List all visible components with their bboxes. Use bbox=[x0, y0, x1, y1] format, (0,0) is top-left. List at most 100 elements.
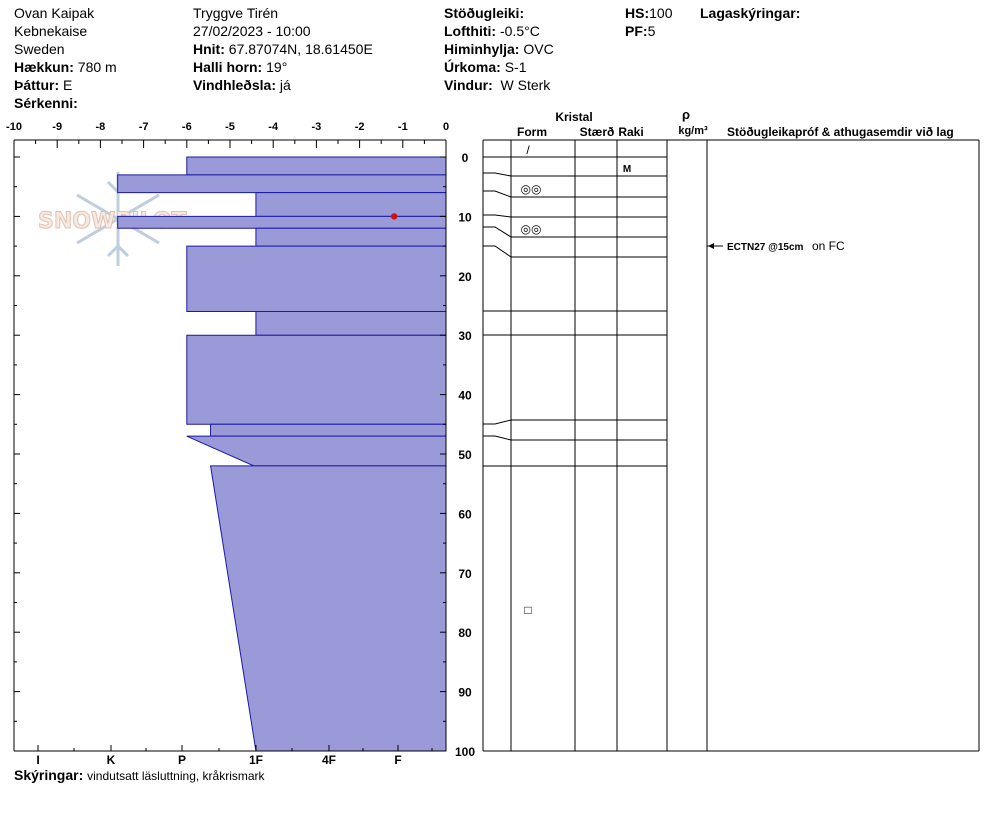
layer-notes-row: Lagaskýringar: bbox=[700, 4, 800, 22]
hardness-layer bbox=[186, 334, 447, 425]
layer-boundary bbox=[483, 172, 667, 177]
layer-boundary bbox=[483, 419, 667, 425]
test-arrow-icon bbox=[708, 243, 714, 249]
wind-value: W Sterk bbox=[500, 77, 551, 93]
hardness-layer bbox=[186, 245, 447, 312]
temperature-tick-label: -1 bbox=[398, 121, 408, 133]
form-header: Form bbox=[517, 125, 547, 139]
wind-loading-row: Vindhleðsla: já bbox=[193, 76, 291, 94]
depth-tick-label: 20 bbox=[458, 270, 472, 284]
depth-tick-label: 0 bbox=[462, 151, 469, 165]
temperature-tick-label: -2 bbox=[355, 121, 365, 133]
elevation-row: Hækkun: 780 m bbox=[14, 58, 117, 76]
temperature-tick-label: -10 bbox=[6, 121, 22, 133]
temperature-tick-label: -3 bbox=[312, 121, 322, 133]
air-temp-value: -0.5°C bbox=[499, 23, 540, 39]
hardness-layer bbox=[210, 423, 447, 437]
temperature-tick-label: 0 bbox=[443, 121, 449, 133]
hardness-tick-label: P bbox=[178, 753, 186, 767]
slope-value: 19° bbox=[266, 59, 288, 75]
elevation-value: 780 m bbox=[77, 59, 117, 75]
grain-form-symbol: □ bbox=[524, 603, 531, 617]
features-label: Sérkenni: bbox=[14, 95, 78, 111]
slope-label: Halli horn: bbox=[193, 59, 263, 75]
wind-label: Vindur: bbox=[444, 77, 493, 93]
footer-notes: Skýringar: vindutsatt läsluttning, kråkr… bbox=[14, 766, 265, 785]
depth-tick-label: 100 bbox=[455, 745, 475, 759]
aspect-value: E bbox=[63, 77, 73, 93]
sky-row: Himinhylja: OVC bbox=[444, 40, 554, 58]
aspect-label: Þáttur: bbox=[14, 77, 60, 93]
coords-label: Hnit: bbox=[193, 41, 225, 57]
hardness-layer bbox=[255, 227, 447, 247]
hs-value: 100 bbox=[649, 5, 673, 21]
air-temp-row: Lofthiti: -0.5°C bbox=[444, 22, 540, 40]
grain-form-symbol: / bbox=[526, 143, 530, 157]
hs-row: HS:100 bbox=[625, 4, 672, 22]
hardness-layer bbox=[209, 465, 447, 752]
pf-label: PF: bbox=[625, 23, 648, 39]
grain-form-symbol: ◎◎ bbox=[521, 182, 542, 196]
layer-boundary bbox=[483, 190, 667, 198]
stability-label: Stöðugleiki: bbox=[444, 5, 525, 21]
layer-boundary bbox=[483, 214, 667, 218]
hardness-layer bbox=[255, 192, 447, 217]
pf-row: PF:5 bbox=[625, 22, 655, 40]
aspect-row: Þáttur: E bbox=[14, 76, 72, 94]
sky-value: OVC bbox=[523, 41, 554, 57]
depth-tick-label: 80 bbox=[458, 626, 472, 640]
hs-label: HS: bbox=[625, 5, 650, 21]
country-name: Sweden bbox=[14, 41, 65, 57]
hardness-layer bbox=[186, 435, 447, 467]
hardness-tick-label: I bbox=[36, 753, 39, 767]
wind-loading-value: já bbox=[279, 77, 291, 93]
precip-row: Úrkoma: S-1 bbox=[444, 58, 526, 76]
coords-row: Hnit: 67.87074N, 18.61450E bbox=[193, 40, 373, 58]
features-row: Sérkenni: bbox=[14, 94, 78, 112]
moisture-header: Raki bbox=[618, 125, 643, 139]
notes-value: vindutsatt läsluttning, kråkrismark bbox=[87, 769, 265, 783]
author-name: Tryggve Tirén bbox=[193, 5, 279, 21]
hardness-layer bbox=[255, 310, 447, 336]
temperature-tick-label: -4 bbox=[268, 121, 279, 133]
rho-header: ρ bbox=[682, 107, 690, 122]
sky-label: Himinhylja: bbox=[444, 41, 520, 57]
hardness-tick-label: F bbox=[394, 753, 401, 767]
hardness-tick-label: K bbox=[107, 753, 116, 767]
coords-value: 67.87074N, 18.61450E bbox=[228, 41, 373, 57]
temperature-tick-label: -9 bbox=[52, 121, 62, 133]
layer-boundary bbox=[483, 435, 667, 441]
layer-boundary bbox=[483, 245, 667, 258]
moisture-value: M bbox=[623, 164, 631, 175]
depth-tick-label: 90 bbox=[458, 686, 472, 700]
layer-boundary bbox=[483, 226, 667, 238]
wind-loading-label: Vindhleðsla: bbox=[193, 77, 276, 93]
layer-notes-label: Lagaskýringar: bbox=[700, 5, 801, 21]
wind-row: Vindur: W Sterk bbox=[444, 76, 550, 94]
stability-test-label: ECTN27 @15cm bbox=[727, 242, 804, 253]
area-name: Kebnekaise bbox=[14, 23, 88, 39]
air-temp-label: Lofthiti: bbox=[444, 23, 497, 39]
temperature-tick-label: -5 bbox=[225, 121, 235, 133]
hardness-tick-label: 1F bbox=[249, 753, 263, 767]
observer-name: Ovan Kaipak bbox=[14, 5, 95, 21]
slope-row: Halli horn: 19° bbox=[193, 58, 287, 76]
temperature-tick-label: -8 bbox=[96, 121, 106, 133]
notes-label: Skýringar: bbox=[14, 767, 84, 783]
density-unit-header: kg/m³ bbox=[678, 125, 708, 137]
temperature-tick-label: -7 bbox=[139, 121, 149, 133]
tests-header: Stöðugleikapróf & athugasemdir við lag bbox=[727, 125, 954, 139]
temperature-point bbox=[390, 213, 398, 220]
depth-tick-label: 30 bbox=[458, 329, 472, 343]
precip-value: S-1 bbox=[504, 59, 527, 75]
stability-test-note: on FC bbox=[812, 239, 845, 253]
elevation-label: Hækkun: bbox=[14, 59, 74, 75]
hardness-layer bbox=[117, 174, 447, 194]
depth-tick-label: 50 bbox=[458, 448, 472, 462]
crystal-header: Kristal bbox=[555, 110, 592, 124]
pf-value: 5 bbox=[647, 23, 656, 39]
stability-row: Stöðugleiki: bbox=[444, 4, 524, 22]
precip-label: Úrkoma: bbox=[444, 59, 501, 75]
hardness-tick-label: 4F bbox=[322, 753, 336, 767]
